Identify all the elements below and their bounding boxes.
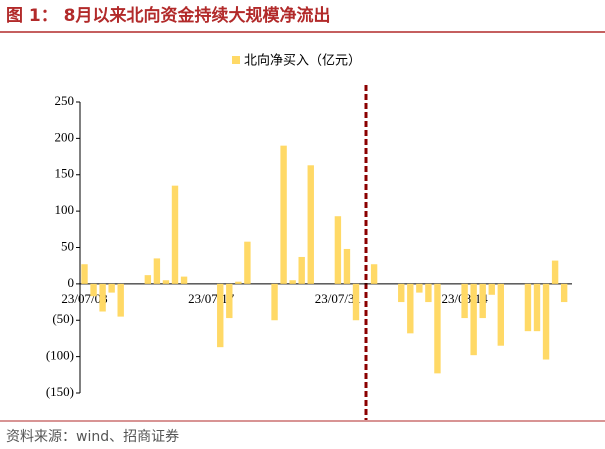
- bar: [425, 283, 432, 303]
- y-tick-label: 0: [68, 275, 75, 290]
- bar: [551, 260, 559, 284]
- x-tick-label: 23/07/31: [315, 291, 361, 306]
- bar: [533, 283, 541, 332]
- bar: [99, 283, 106, 312]
- bar: [497, 283, 504, 346]
- bar: [470, 283, 477, 356]
- bar: [398, 283, 405, 303]
- bar: [108, 283, 115, 293]
- source: 资料来源：wind、招商证券: [6, 429, 179, 445]
- bar: [90, 283, 97, 297]
- y-tick-label: (100): [46, 348, 74, 363]
- bar: [524, 283, 532, 332]
- bar: [289, 280, 296, 284]
- bar: [461, 283, 468, 319]
- bar: [542, 283, 550, 360]
- bar: [488, 283, 495, 295]
- bar: [226, 283, 233, 319]
- y-tick-label: 250: [55, 93, 75, 108]
- bar: [235, 281, 242, 284]
- bar: [144, 275, 152, 284]
- y-tick-label: 200: [55, 129, 75, 144]
- bar: [171, 185, 179, 284]
- legend-label: 北向净买入（亿元）: [244, 53, 361, 69]
- bar: [271, 283, 278, 321]
- bar: [298, 256, 305, 284]
- bar: [416, 283, 423, 293]
- bar: [280, 145, 287, 284]
- chart-title: 图 1： 8月以来北向资金持续大规模净流出: [6, 5, 331, 26]
- y-tick-label: 150: [55, 166, 75, 181]
- bar: [479, 283, 486, 319]
- bar: [407, 283, 414, 334]
- bar: [352, 283, 360, 321]
- bar: [307, 165, 314, 284]
- bar: [153, 258, 161, 284]
- bar: [343, 248, 351, 284]
- bar: [560, 283, 568, 303]
- bar: [244, 241, 251, 284]
- legend-swatch: [232, 56, 240, 64]
- y-tick-label: 100: [55, 202, 75, 217]
- bar: [162, 280, 170, 284]
- bar: [334, 216, 342, 284]
- y-tick-label: (150): [46, 384, 74, 399]
- bar: [81, 264, 88, 284]
- bar: [117, 283, 124, 317]
- bar: [370, 264, 378, 284]
- y-tick-label: 50: [61, 238, 74, 253]
- bar: [217, 283, 224, 348]
- y-tick-label: (50): [52, 311, 74, 326]
- bar: [180, 276, 188, 284]
- bar: [434, 283, 441, 374]
